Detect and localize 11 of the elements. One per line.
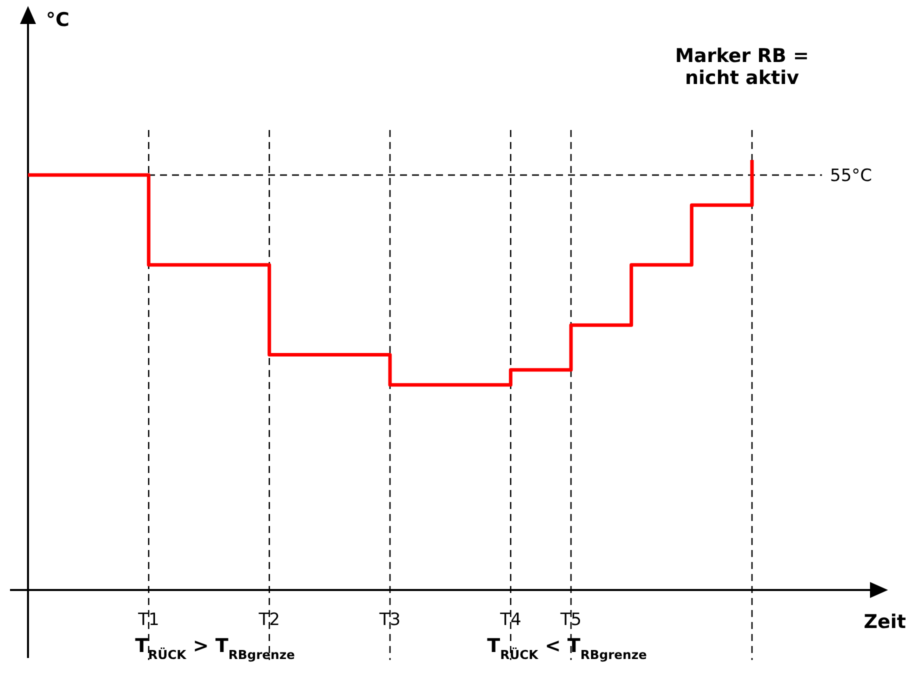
text: °C [46,9,70,31]
x-tick-label: T2 [258,610,280,630]
x-axis-title: Zeit [864,611,906,633]
ref-line-label: 55°C [830,166,872,186]
text: Marker RB = nicht aktiv [675,45,809,89]
x-tick-label: T3 [378,610,401,630]
text: T$_{RÜCK}$ < T$_{RBgrenze}$ [487,635,647,662]
text: T$_{RÜCK}$ > T$_{RBgrenze}$ [135,635,295,662]
x-tick-label: T4 [499,610,522,630]
x-tick-label: T1 [137,610,160,630]
x-tick-label: T5 [559,610,582,630]
